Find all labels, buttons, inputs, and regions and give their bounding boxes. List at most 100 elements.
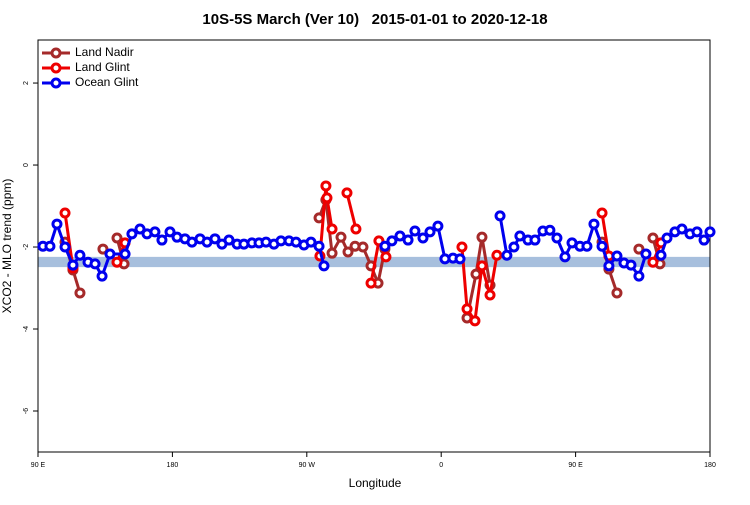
y-tick-label: -4 — [23, 326, 30, 332]
series-line — [600, 212, 611, 257]
x-tick-label: 0 — [439, 462, 443, 469]
data-point — [89, 258, 101, 270]
data-point — [551, 232, 563, 244]
data-point — [625, 259, 637, 271]
data-point — [559, 251, 571, 263]
data-point — [305, 236, 317, 248]
data-point — [164, 226, 176, 238]
data-point — [156, 234, 168, 246]
data-point — [704, 226, 716, 238]
data-point — [588, 218, 600, 230]
data-point — [470, 268, 482, 280]
data-point — [379, 240, 391, 252]
legend-marker — [50, 77, 62, 89]
data-point — [461, 303, 473, 315]
data-point — [44, 240, 56, 252]
data-point — [149, 226, 161, 238]
data-point — [698, 234, 710, 246]
data-point — [67, 259, 79, 271]
plot-frame — [37, 39, 711, 453]
legend-label: Land Nadir — [75, 45, 134, 59]
data-point — [318, 260, 330, 272]
data-point — [432, 220, 444, 232]
data-point — [326, 223, 338, 235]
x-axis-label: Longitude — [349, 476, 402, 490]
data-point — [365, 277, 377, 289]
x-tick-label: 180 — [167, 462, 179, 469]
data-point — [417, 232, 429, 244]
y-axis-label: XCO2 - MLO trend (ppm) — [0, 179, 14, 314]
data-point — [647, 256, 659, 268]
data-point — [676, 223, 688, 235]
data-point — [581, 240, 593, 252]
data-point — [223, 234, 235, 246]
data-point — [111, 232, 123, 244]
data-point — [111, 256, 123, 268]
data-point — [126, 228, 138, 240]
data-point — [661, 232, 673, 244]
data-point — [409, 225, 421, 237]
y-tick-label: 2 — [23, 81, 30, 85]
data-point — [326, 247, 338, 259]
data-point — [320, 180, 332, 192]
data-point — [134, 223, 146, 235]
data-point — [456, 241, 468, 253]
data-point — [350, 223, 362, 235]
data-point — [508, 241, 520, 253]
data-point — [342, 246, 354, 258]
data-point — [611, 287, 623, 299]
data-point — [59, 241, 71, 253]
data-point — [647, 232, 659, 244]
data-point — [529, 234, 541, 246]
data-point — [104, 248, 116, 260]
data-point — [603, 260, 615, 272]
data-point — [691, 226, 703, 238]
x-tick-label: 90 E — [568, 462, 583, 469]
data-point — [119, 248, 131, 260]
legend-label: Land Glint — [75, 60, 130, 74]
data-point — [476, 260, 488, 272]
data-point — [494, 210, 506, 222]
data-point — [402, 234, 414, 246]
series-line — [465, 236, 492, 319]
series-line — [460, 246, 499, 325]
legend-marker — [50, 62, 62, 74]
data-point — [335, 231, 347, 243]
data-point — [544, 224, 556, 236]
data-point — [611, 250, 623, 262]
series-line — [42, 219, 326, 280]
x-tick-label: 180 — [704, 462, 716, 469]
data-point — [341, 187, 353, 199]
data-point — [469, 315, 481, 327]
data-point — [501, 249, 513, 261]
data-point — [514, 230, 526, 242]
data-point — [51, 218, 63, 230]
data-point — [394, 230, 406, 242]
data-point — [357, 241, 369, 253]
data-point — [74, 287, 86, 299]
data-point — [633, 270, 645, 282]
x-tick-label: 90 E — [31, 462, 46, 469]
data-point — [491, 249, 503, 261]
data-point — [386, 235, 398, 247]
series-line — [318, 185, 334, 257]
data-point — [424, 226, 436, 238]
data-point — [454, 253, 466, 265]
data-point — [209, 233, 221, 245]
legend-label: Ocean Glint — [75, 75, 139, 89]
data-point — [640, 248, 652, 260]
data-point — [74, 249, 86, 261]
data-point — [59, 207, 71, 219]
data-point — [484, 289, 496, 301]
data-point — [596, 240, 608, 252]
data-point — [380, 251, 392, 263]
data-point — [633, 243, 645, 255]
data-point — [476, 231, 488, 243]
y-tick-label: -2 — [23, 244, 30, 250]
data-point — [321, 192, 333, 204]
series-line — [345, 192, 358, 230]
data-point — [655, 249, 667, 261]
data-point — [97, 243, 109, 255]
y-tick-label: -6 — [23, 408, 30, 414]
